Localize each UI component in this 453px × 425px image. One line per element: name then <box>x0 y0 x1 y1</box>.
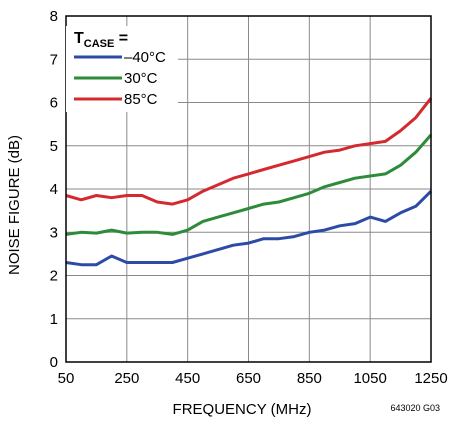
legend-label: –40°C <box>124 49 166 66</box>
legend-label: 30°C <box>124 70 158 87</box>
x-tick-label: 250 <box>114 370 139 387</box>
plot-frame <box>65 15 432 363</box>
figure-code: 643020 G03 <box>390 403 440 413</box>
x-tick-label: 1050 <box>353 370 386 387</box>
x-tick-label: 50 <box>58 370 75 387</box>
x-tick-label: 1250 <box>414 370 447 387</box>
y-tick-label: 1 <box>50 311 58 328</box>
legend-label: 85°C <box>124 91 158 108</box>
legend-items: –40°C 30°C 85°C <box>74 49 166 108</box>
x-tick-label: 650 <box>236 370 261 387</box>
y-tick-labels: 0 1 2 3 4 5 6 7 8 <box>50 8 58 371</box>
x-tick-label: 850 <box>297 370 322 387</box>
series-line <box>65 133 433 236</box>
y-tick-label: 0 <box>50 354 58 371</box>
x-tick-labels: 50 250 450 650 850 1050 1250 <box>58 370 448 387</box>
y-tick-label: 2 <box>50 268 58 285</box>
series-line <box>65 97 433 206</box>
legend: TCASE = –40°C 30°C 85°C <box>66 26 178 112</box>
y-tick-label: 7 <box>50 51 58 68</box>
y-tick-label: 4 <box>50 181 58 198</box>
legend-title: TCASE = <box>74 30 128 50</box>
legend-title-sub: CASE <box>84 38 115 50</box>
series-lines <box>65 97 433 267</box>
series-line <box>65 190 433 267</box>
y-tick-label: 5 <box>50 138 58 155</box>
x-tick-label: 450 <box>175 370 200 387</box>
x-axis-title: FREQUENCY (MHz) <box>173 401 312 418</box>
y-tick-label: 3 <box>50 224 58 241</box>
y-axis-title: NOISE FIGURE (dB) <box>6 135 23 275</box>
legend-title-main: T <box>74 30 84 47</box>
y-tick-label: 8 <box>50 8 58 25</box>
legend-title-suffix: = <box>114 30 128 47</box>
y-tick-label: 6 <box>50 95 58 112</box>
